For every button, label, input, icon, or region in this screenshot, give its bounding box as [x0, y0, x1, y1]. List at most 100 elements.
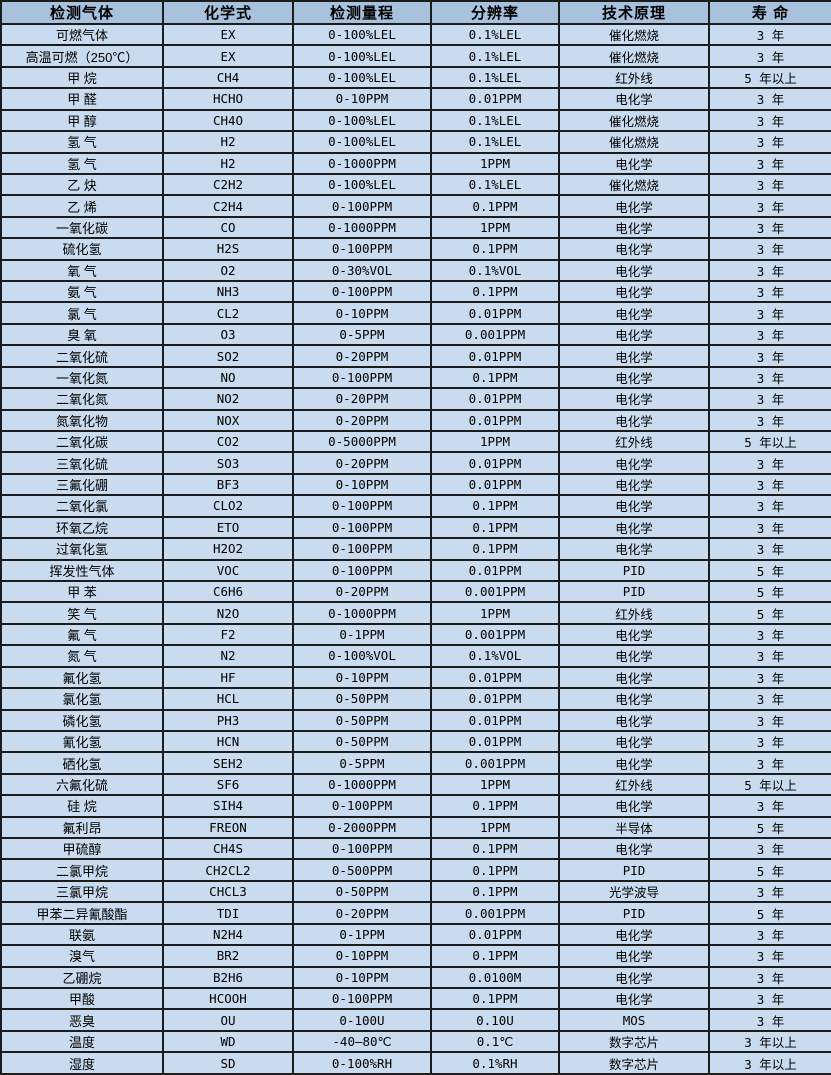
- cell-formula: SO2: [162, 344, 294, 368]
- cell-gas: 甲 醇: [0, 108, 164, 133]
- cell-principle: 数字芯片: [558, 1051, 710, 1075]
- cell-gas: 氯 气: [0, 301, 164, 325]
- cell-resolution: 0.001PPM: [430, 622, 560, 647]
- cell-formula: SO3: [162, 451, 294, 475]
- cell-lifetime: 3 年: [708, 472, 831, 497]
- cell-principle: 红外线: [558, 772, 710, 797]
- cell-lifetime: 3 年: [708, 322, 831, 347]
- cell-lifetime: 3 年: [708, 986, 831, 1011]
- cell-formula: CHCL3: [162, 879, 294, 904]
- cell-formula: CH4S: [162, 837, 294, 861]
- cell-range: 0-100PPM: [292, 194, 432, 218]
- cell-range: 0-100PPM: [292, 986, 432, 1011]
- table-row: 硫化氢 H2S 0-100PPM 0.1PPM 电化学 3 年: [0, 237, 831, 261]
- cell-principle: 电化学: [558, 472, 710, 497]
- cell-principle: 电化学: [558, 644, 710, 668]
- cell-lifetime: 5 年: [708, 579, 831, 604]
- cell-gas: 可燃气体: [0, 22, 164, 47]
- cell-range: 0-5000PPM: [292, 429, 432, 454]
- table-row: 环氧乙烷 ETO 0-100PPM 0.1PPM 电化学 3 年: [0, 515, 831, 540]
- cell-principle: 电化学: [558, 622, 710, 647]
- cell-range: 0-20PPM: [292, 387, 432, 411]
- cell-gas: 甲 醛: [0, 87, 164, 111]
- cell-formula: NO: [162, 365, 294, 390]
- cell-resolution: 0.01PPM: [430, 387, 560, 411]
- cell-gas: 氰化氢: [0, 729, 164, 754]
- cell-principle: 电化学: [558, 365, 710, 390]
- cell-lifetime: 3 年: [708, 194, 831, 218]
- cell-range: 0-100PPM: [292, 237, 432, 261]
- cell-lifetime: 3 年以上: [708, 1051, 831, 1075]
- cell-gas: 一氧化碳: [0, 215, 164, 240]
- cell-principle: 光学波导: [558, 879, 710, 904]
- table-header: 检测气体 化学式 检测量程 分辨率 技术原理寿 命: [0, 0, 831, 25]
- cell-principle: 红外线: [558, 65, 710, 90]
- cell-formula: HCL: [162, 687, 294, 711]
- cell-formula: CLO2: [162, 494, 294, 518]
- cell-gas: 联氨: [0, 922, 164, 947]
- cell-resolution: 0.01PPM: [430, 451, 560, 475]
- cell-gas: 氟化氢: [0, 665, 164, 690]
- cell-lifetime: 5 年: [708, 558, 831, 582]
- cell-lifetime: 3 年: [708, 751, 831, 775]
- cell-range: 0-10PPM: [292, 301, 432, 325]
- cell-principle: 电化学: [558, 215, 710, 240]
- cell-range: 0-10PPM: [292, 965, 432, 990]
- cell-resolution: 0.1%VOL: [430, 258, 560, 283]
- cell-resolution: 0.1PPM: [430, 944, 560, 968]
- column-header-gas: 检测气体: [0, 0, 164, 25]
- cell-range: 0-1000PPM: [292, 601, 432, 625]
- cell-range: 0-1000PPM: [292, 772, 432, 797]
- cell-resolution: 0.1%LEL: [430, 130, 560, 154]
- cell-lifetime: 3 年: [708, 130, 831, 154]
- column-header-lifetime: 寿 命: [708, 0, 831, 25]
- table-row: 硒化氢 SEH2 0-5PPM 0.001PPM 电化学 3 年: [0, 751, 831, 775]
- cell-lifetime: 3 年: [708, 172, 831, 197]
- cell-resolution: 0.01PPM: [430, 344, 560, 368]
- cell-formula: H2: [162, 130, 294, 154]
- cell-resolution: 0.1PPM: [430, 794, 560, 818]
- cell-lifetime: 3 年: [708, 837, 831, 861]
- cell-principle: 催化燃烧: [558, 172, 710, 197]
- column-header-formula: 化学式: [162, 0, 294, 25]
- cell-resolution: 0.1PPM: [430, 515, 560, 540]
- cell-range: 0-100%LEL: [292, 172, 432, 197]
- table-row: 可燃气体 EX 0-100%LEL 0.1%LEL 催化燃烧 3 年: [0, 22, 831, 47]
- cell-lifetime: 3 年: [708, 87, 831, 111]
- cell-principle: 催化燃烧: [558, 108, 710, 133]
- cell-gas: 甲 烷: [0, 65, 164, 90]
- table-row: 温度 WD -40—80℃ 0.1℃ 数字芯片 3 年以上: [0, 1029, 831, 1054]
- table-row: 甲 醇 CH4O 0-100%LEL 0.1%LEL 催化燃烧 3 年: [0, 108, 831, 133]
- cell-formula: CH4: [162, 65, 294, 90]
- cell-principle: 电化学: [558, 408, 710, 433]
- cell-lifetime: 5 年以上: [708, 429, 831, 454]
- cell-resolution: 0.01PPM: [430, 708, 560, 732]
- table-row: 笑 气 N2O 0-1000PPM 1PPM 红外线 5 年: [0, 601, 831, 625]
- cell-principle: PID: [558, 579, 710, 604]
- cell-resolution: 0.01PPM: [430, 665, 560, 690]
- table-row: 一氧化碳 CO 0-1000PPM 1PPM 电化学 3 年: [0, 215, 831, 240]
- table-row: 三氧化硫 SO3 0-20PPM 0.01PPM 电化学 3 年: [0, 451, 831, 475]
- cell-lifetime: 3 年: [708, 794, 831, 818]
- table-row: 湿度 SD 0-100%RH 0.1%RH 数字芯片 3 年以上: [0, 1051, 831, 1075]
- cell-range: 0-100PPM: [292, 558, 432, 582]
- cell-resolution: 0.01PPM: [430, 922, 560, 947]
- table-row: 二氧化氯 CLO2 0-100PPM 0.1PPM 电化学 3 年: [0, 494, 831, 518]
- cell-range: 0-2000PPM: [292, 815, 432, 840]
- table-row: 氨 气 NH3 0-100PPM 0.1PPM 电化学 3 年: [0, 280, 831, 304]
- cell-resolution: 0.001PPM: [430, 751, 560, 775]
- cell-lifetime: 3 年以上: [708, 1029, 831, 1054]
- cell-range: 0-100PPM: [292, 515, 432, 540]
- cell-principle: 电化学: [558, 537, 710, 561]
- cell-resolution: 0.1%LEL: [430, 108, 560, 133]
- table-row: 甲 醛 HCHO 0-10PPM 0.01PPM 电化学 3 年: [0, 87, 831, 111]
- cell-gas: 溴气: [0, 944, 164, 968]
- table-row: 高温可燃（250℃） EX 0-100%LEL 0.1%LEL 催化燃烧 3 年: [0, 44, 831, 68]
- cell-lifetime: 5 年以上: [708, 65, 831, 90]
- cell-formula: H2: [162, 151, 294, 175]
- cell-range: 0-100%VOL: [292, 644, 432, 668]
- cell-gas: 硫化氢: [0, 237, 164, 261]
- table-row: 氟利昂 FREON 0-2000PPM 1PPM 半导体 5 年: [0, 815, 831, 840]
- cell-formula: ETO: [162, 515, 294, 540]
- cell-formula: EX: [162, 44, 294, 68]
